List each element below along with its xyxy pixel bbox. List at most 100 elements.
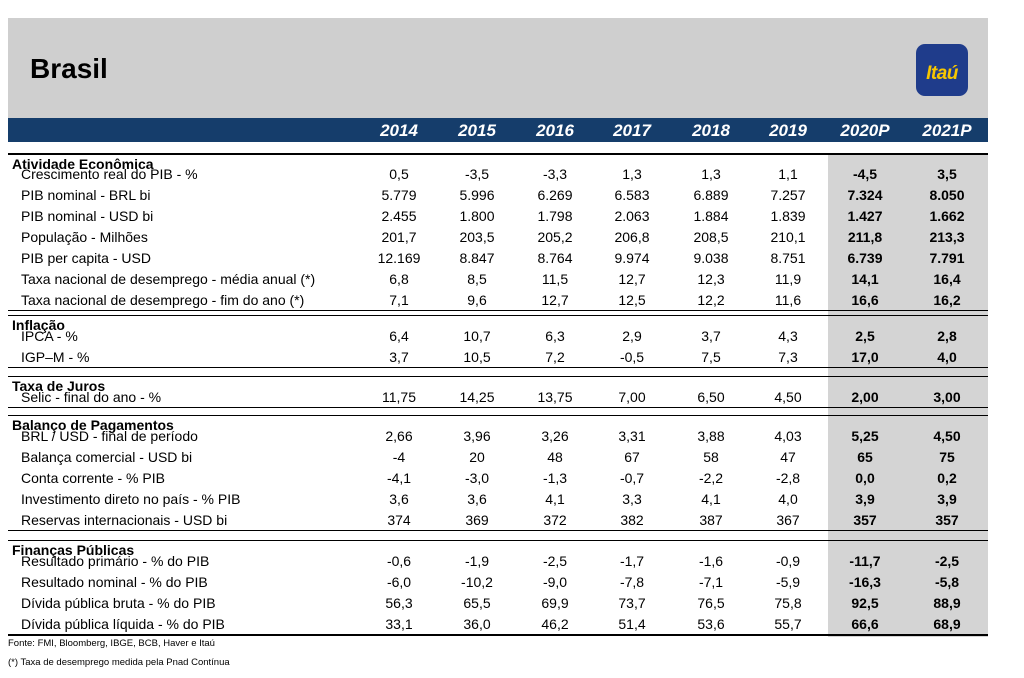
row-label: Dívida pública bruta - % do PIB [21,595,216,611]
cell-value: -3,5 [464,166,490,182]
year-header: 2016 [536,121,574,140]
cell-value: -10,2 [461,574,493,590]
cell-value: 7,1 [389,292,409,308]
source-footnote: Fonte: FMI, Bloomberg, IBGE, BCB, Haver … [8,638,215,649]
year-header: 2021P [922,121,972,140]
cell-value: -5,9 [775,574,801,590]
cell-value: 53,6 [697,616,725,632]
row-label: Balança comercial - USD bi [21,449,193,465]
section-label: Taxa de Juros [12,378,106,394]
cell-value: 17,0 [851,349,879,365]
cell-value: 6,50 [697,389,725,405]
table-row: Dívida pública líquida - % do PIB 33,1 36,… [8,615,988,635]
cell-value: 2,5 [855,328,875,344]
cell-value: 48 [547,449,563,465]
itau-logo: Itaú [916,44,968,96]
cell-value: 12,5 [618,292,646,308]
cell-value: 7,00 [618,389,646,405]
cell-value: 1.427 [847,208,883,224]
cell-value: 6.583 [614,187,650,203]
cell-value: 16,4 [933,271,961,287]
cell-value: 387 [699,512,723,528]
cell-value: -1,3 [542,470,568,486]
table-row: IPCA - % 6,4 10,7 6,3 2,9 3,7 4,3 2,5 2,8 [8,327,988,346]
cell-value: -7,1 [698,574,724,590]
table-row: Crescimento real do PIB - % 0,5 -3,5 -3,3 1,… [8,165,988,184]
row-label: IPCA - % [21,328,78,344]
cell-value: 6,3 [545,328,565,344]
cell-value: 3,9 [937,491,957,507]
table-row: Resultado nominal - % do PIB -6,0 -10,2 -9,… [8,573,988,592]
section-header: Taxa de Juros [8,376,988,395]
table-row: Balança comercial - USD bi -4 20 48 67 58 47 65… [8,448,988,467]
cell-value: 7.257 [770,187,806,203]
cell-value: 10,7 [463,328,491,344]
header-band [8,18,988,118]
cell-value: 4,50 [933,428,961,444]
cell-value: 46,2 [541,616,569,632]
cell-value: 205,2 [537,229,573,245]
table-row: Resultado primário - % do PIB -0,6 -1,9 -2,… [8,552,988,571]
table-row: População - Milhões 201,7 203,5 205,2 206,8 2… [8,228,988,247]
row-label: PIB nominal - BRL bi [21,187,151,203]
cell-value: 0,0 [855,470,875,486]
cell-value: -6,0 [386,574,412,590]
cell-value: 7,2 [545,349,565,365]
cell-value: 6.739 [847,250,883,266]
cell-value: 6,8 [389,271,409,287]
cell-value: 66,6 [851,616,879,632]
cell-value: -0,7 [619,470,645,486]
cell-value: 10,5 [463,349,491,365]
cell-value: -16,3 [849,574,881,590]
cell-value: 4,0 [778,491,798,507]
cell-value: 68,9 [933,616,961,632]
row-label: Dívida pública líquida - % do PIB [21,616,225,632]
cell-value: 88,9 [933,595,961,611]
year-header: 2017 [613,121,651,140]
row-label: População - Milhões [21,229,148,245]
cell-value: 3,9 [855,491,875,507]
unemployment-footnote: (*) Taxa de desemprego medida pela Pnad … [8,657,230,668]
year-header: 2018 [692,121,730,140]
cell-value: 206,8 [614,229,650,245]
cell-value: 4,1 [701,491,721,507]
row-label: Reservas internacionais - USD bi [21,512,228,528]
cell-value: 3,26 [541,428,569,444]
cell-value: -2,5 [542,553,568,569]
section-header: Inflação [8,315,988,334]
cell-value: 3,96 [463,428,491,444]
cell-value: 55,7 [774,616,802,632]
cell-value: -4,1 [386,470,412,486]
cell-value: 4,1 [545,491,565,507]
cell-value: 8.764 [537,250,573,266]
table-row: Taxa nacional de desemprego - fim do ano… [8,291,988,311]
cell-value: -11,7 [849,553,881,569]
cell-value: 6.269 [537,187,573,203]
cell-value: 65 [857,449,873,465]
page-title: Brasil [30,53,108,84]
cell-value: 2.455 [381,208,417,224]
cell-value: -2,5 [934,553,960,569]
cell-value: 372 [543,512,567,528]
section-header: Balanço de Pagamentos [8,415,988,434]
cell-value: 9.038 [693,250,729,266]
cell-value: 14,25 [459,389,495,405]
cell-value: 208,5 [693,229,729,245]
cell-value: 4,50 [774,389,802,405]
cell-value: 2.063 [614,208,650,224]
cell-value: -0,5 [619,349,645,365]
cell-value: 11,6 [774,292,802,308]
cell-value: 5.779 [381,187,417,203]
cell-value: 14,1 [851,271,879,287]
cell-value: 4,03 [774,428,802,444]
cell-value: 8.751 [770,250,806,266]
cell-value: 6.889 [693,187,729,203]
row-label: BRL / USD - final de período [21,428,198,444]
cell-value: 211,8 [847,229,883,245]
table-row: Dívida pública bruta - % do PIB 56,3 65,5 6… [8,594,988,613]
cell-value: -0,9 [775,553,801,569]
row-label: Taxa nacional de desemprego - média anua… [21,271,316,287]
cell-value: 11,5 [541,271,569,287]
table-row: IGP–M - % 3,7 10,5 7,2 -0,5 7,5 7,3 17,0 4,0 [8,348,988,368]
cell-value: -1,9 [464,553,490,569]
